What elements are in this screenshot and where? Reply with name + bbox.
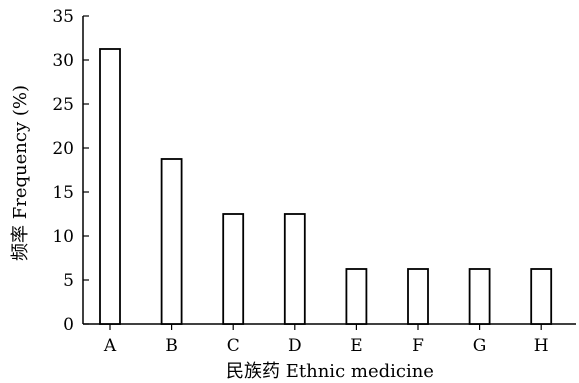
- x-tick-label-G: G: [473, 336, 487, 356]
- x-tick-label-E: E: [350, 336, 362, 356]
- bar-F: [407, 268, 429, 325]
- x-tick-label-D: D: [288, 336, 302, 356]
- y-tick-label-20: 20: [52, 139, 74, 159]
- y-tick-label-10: 10: [52, 227, 74, 247]
- y-axis-title: 频率 Frequency (%): [10, 85, 31, 261]
- x-tick-label-H: H: [534, 336, 549, 356]
- x-axis-title: 民族药 Ethnic medicine: [226, 361, 434, 382]
- y-tick-label-15: 15: [52, 183, 74, 203]
- bar-A: [99, 48, 121, 325]
- y-tick-label-30: 30: [52, 51, 74, 71]
- x-tick-label-A: A: [103, 336, 117, 356]
- x-tick-label-C: C: [227, 336, 240, 356]
- x-tick-label-B: B: [165, 336, 178, 356]
- bar-D: [283, 213, 306, 325]
- y-tick-label-25: 25: [52, 95, 74, 115]
- bar-H: [530, 268, 553, 325]
- bar-G: [468, 268, 491, 325]
- y-tick-label-0: 0: [63, 315, 74, 335]
- y-tick-label-35: 35: [52, 7, 74, 27]
- bar-E: [345, 268, 368, 325]
- x-tick-label-F: F: [412, 336, 424, 356]
- y-tick-label-5: 5: [63, 271, 74, 291]
- bar-B: [160, 158, 183, 325]
- bar-C: [222, 213, 245, 325]
- plot-area: 0 5 10 15 20 25 30 35 A B C D E F G H: [52, 7, 576, 356]
